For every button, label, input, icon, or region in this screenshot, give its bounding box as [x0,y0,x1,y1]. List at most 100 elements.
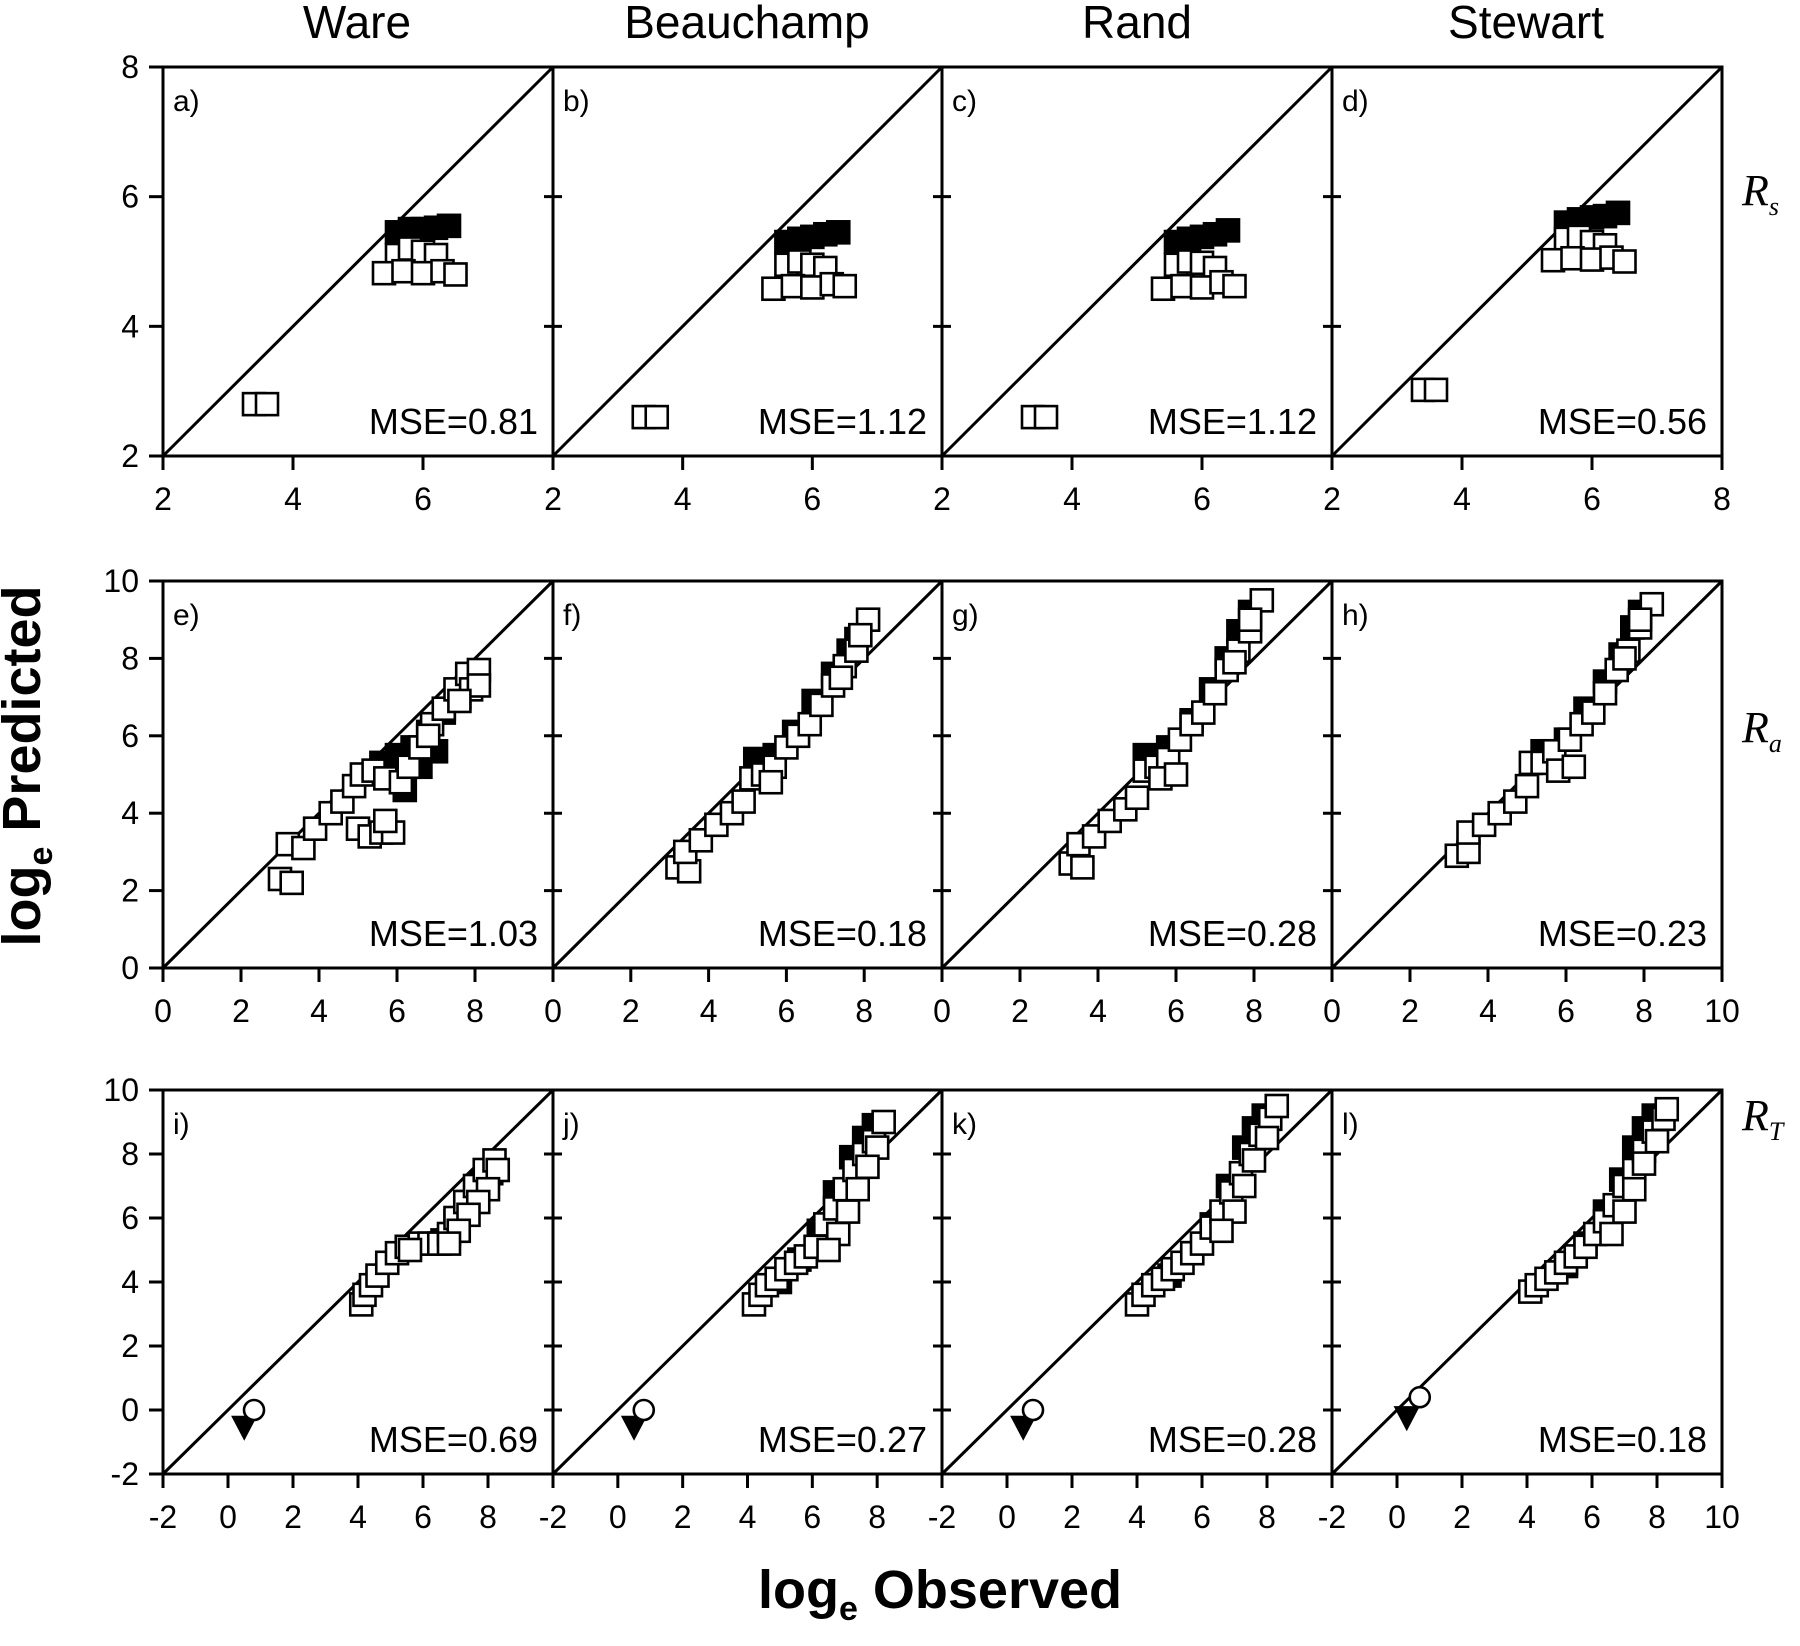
y-tick-label: -2 [111,1456,139,1492]
data-point-open-square [1222,1199,1247,1224]
panel-c: 2 4 6 c) MSE=1.12 [933,65,1334,517]
y-tick-label: 6 [121,718,139,754]
y-axis-title-rest: Predicted [0,586,52,847]
row-label-rs: Rs [1741,166,1779,221]
column-title-ware: Ware [303,0,411,48]
x-tick-label: 8 [868,1499,886,1535]
row-labels: Rs Ra RT [1741,166,1785,1146]
data-point-open-square [871,1109,896,1135]
x-tick-label: 2 [622,993,640,1029]
x-tick-label: 2 [1401,993,1419,1029]
x-tick-label: 4 [284,481,302,517]
panel-i: -2 0 2 4 6 8 10 -2 0 2 4 6 8 i) MSE=0.69 [103,1072,555,1535]
x-tick-label: 6 [414,481,432,517]
data-point-open-square [436,1231,462,1256]
panel-d: 2 4 6 8 d) MSE=0.56 [1323,65,1731,517]
row-label-rt-main: R [1741,1091,1769,1140]
x-tick-label: 6 [414,1499,432,1535]
x-tick-label: 2 [1453,1499,1471,1535]
x-tick-label: 0 [154,993,172,1029]
x-tick-label: 6 [388,993,406,1029]
data-point-filled-square [825,220,851,245]
data-point-open-square [1423,377,1449,403]
data-point-open-square [1612,1199,1637,1224]
data-point-open-square [1627,607,1653,633]
panel-letter: a) [173,85,200,118]
plot-area: 2 4 6 8 2 4 6 a) MSE=0.81 2 4 6 b) MSE=1.12 2 4 6 c) MSE=1… [103,49,1739,1535]
data-point-open-square [279,870,305,896]
data-point-open-square [1254,1125,1280,1151]
x-tick-label: 2 [933,481,951,517]
data-point-open-circle [1408,1385,1432,1409]
mse-label: MSE=1.12 [1148,401,1317,442]
data-point-open-square [1202,680,1228,706]
data-point-filled-triangle [620,1415,648,1441]
data-point-open-square [1631,1151,1657,1176]
x-tick-label: 2 [154,481,172,517]
y-tick-label: 2 [121,873,139,909]
panel-letter: d) [1342,85,1369,118]
x-tick-label: 4 [1128,1499,1146,1535]
data-point-open-square [1163,762,1189,787]
mse-label: MSE=0.56 [1538,401,1707,442]
data-point-filled-triangle [1010,1415,1037,1441]
x-tick-label: 0 [1323,993,1341,1029]
x-tick-label: 2 [284,1499,302,1535]
panel-b: 2 4 6 b) MSE=1.12 [544,65,944,517]
mse-label: MSE=0.27 [758,1419,927,1460]
x-tick-label: 6 [778,993,796,1029]
x-axis-title: loge Observed [758,1560,1122,1628]
data-point-open-circle [1021,1398,1045,1422]
data-point-open-circle [632,1398,656,1422]
row-label-rs-main: R [1741,166,1769,215]
panel-k: -2 0 2 4 6 8 k) MSE=0.28 [928,1088,1334,1535]
x-tick-label: 2 [544,481,562,517]
x-tick-label: 6 [1557,993,1575,1029]
data-point-open-square [1237,607,1263,633]
one-to-one-line [551,65,944,458]
data-point-open-square [731,789,756,814]
panel-e: 0 2 4 6 8 10 0 2 4 6 8 e) MSE=1.03 [103,563,555,1029]
x-tick-label: -2 [539,1499,567,1535]
x-tick-label: 10 [1704,1499,1740,1535]
chart-row-1: 2 4 6 8 2 4 6 a) MSE=0.81 2 4 6 b) MSE=1.12 2 4 6 c) MSE=1… [121,49,1731,517]
data-point-open-square [1599,1221,1624,1247]
x-tick-label: 4 [349,1499,367,1535]
x-tick-label: 4 [700,993,718,1029]
x-tick-label: 6 [803,481,821,517]
data-point-open-square [1070,855,1095,880]
y-tick-label: 8 [121,640,139,676]
mse-label: MSE=0.18 [758,913,927,954]
x-tick-label: 8 [1635,993,1653,1029]
y-tick-label: 2 [121,1328,139,1364]
panel-g: 0 2 4 6 8 g) MSE=0.28 [933,579,1334,1029]
data-point-open-square [397,1237,423,1263]
x-tick-label: -2 [149,1499,177,1535]
y-tick-label: 0 [121,1392,139,1428]
y-tick-label: 6 [121,1200,139,1236]
x-tick-label: 4 [1089,993,1107,1029]
y-tick-label: 2 [121,438,139,474]
x-tick-label: 8 [466,993,484,1029]
panel-letter: c) [952,85,977,118]
x-tick-label: 4 [1063,481,1081,517]
x-tick-label: 6 [1193,481,1211,517]
x-tick-label: 4 [1518,1499,1536,1535]
x-tick-label: 8 [1245,993,1263,1029]
panel-f: 0 2 4 6 8 f) MSE=0.18 [544,579,944,1029]
x-tick-label: 6 [1193,1499,1211,1535]
y-tick-label: 10 [103,563,139,599]
panel-frame [1330,65,1724,458]
x-tick-label: 8 [855,993,873,1029]
x-tick-label: 0 [609,1499,627,1535]
row-label-ra: Ra [1741,703,1782,758]
data-point-open-square [1612,249,1637,274]
y-tick-label: 0 [121,950,139,986]
column-title-beauchamp: Beauchamp [624,0,870,48]
data-point-open-square [1592,680,1618,706]
data-point-open-square [1654,1096,1680,1122]
x-tick-label: 0 [998,1499,1016,1535]
data-point-open-square [758,769,784,795]
panel-letter: g) [952,599,979,632]
